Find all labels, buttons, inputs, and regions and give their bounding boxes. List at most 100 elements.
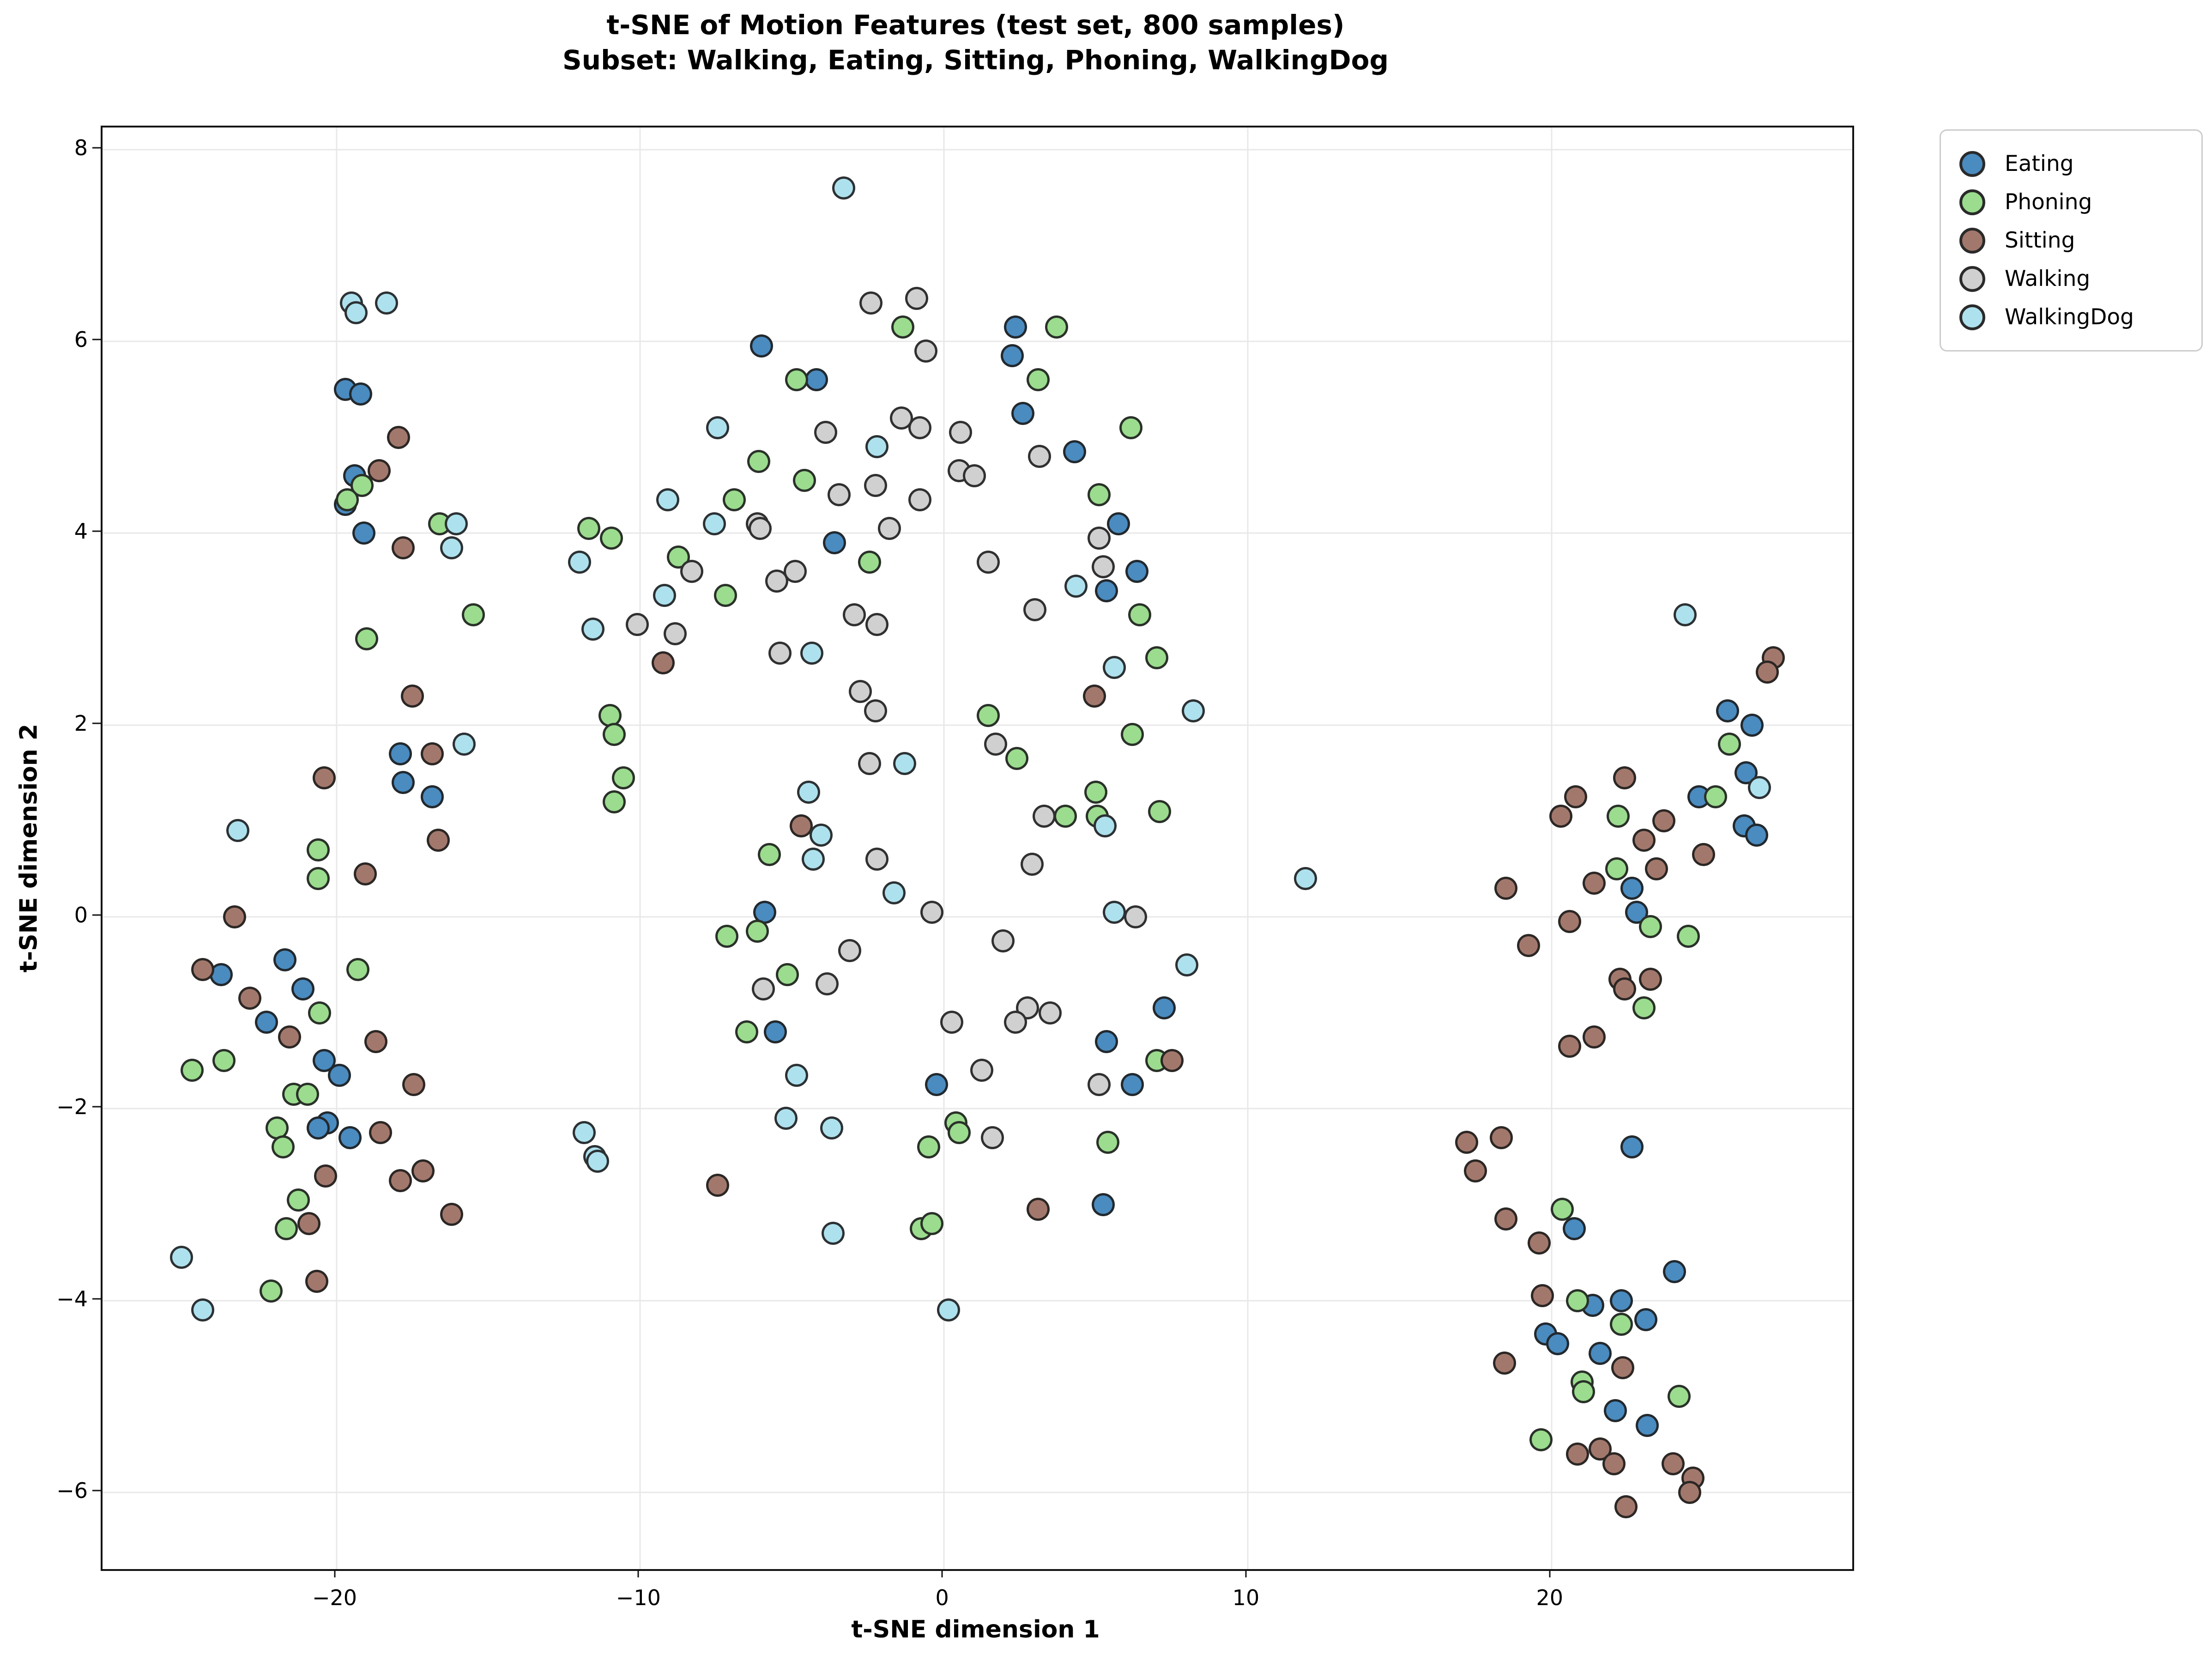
scatter-point-sitting: [1602, 1452, 1626, 1475]
x-tick-mark: [941, 1569, 943, 1577]
scatter-point-eating: [750, 334, 774, 358]
scatter-point-sitting: [297, 1212, 321, 1236]
legend-marker-icon: [1959, 304, 1985, 330]
scatter-point-walking: [914, 339, 937, 363]
scatter-point-eating: [328, 1063, 351, 1087]
scatter-point-sitting: [364, 1030, 388, 1053]
scatter-point-phoning: [1571, 1380, 1595, 1403]
scatter-point-sitting: [191, 958, 215, 982]
scatter-point-eating: [338, 1126, 362, 1149]
scatter-point-phoning: [181, 1059, 204, 1082]
scatter-point-sitting: [426, 828, 450, 852]
scatter-point-phoning: [1045, 315, 1068, 339]
scatter-point-walkingdog: [1674, 603, 1697, 626]
scatter-point-sitting: [1494, 1207, 1518, 1231]
scatter-point-eating: [764, 1020, 787, 1044]
y-gridline: [103, 1300, 1852, 1302]
scatter-point-sitting: [1564, 785, 1588, 809]
scatter-point-walkingdog: [785, 1063, 809, 1087]
x-gridline: [1247, 127, 1249, 1569]
scatter-point-phoning: [1676, 924, 1700, 948]
scatter-point-walkingdog: [882, 881, 906, 905]
scatter-point-walking: [749, 516, 772, 540]
y-tick-mark: [92, 339, 101, 340]
scatter-point-sitting: [1692, 843, 1715, 866]
legend: Eating Phoning Sitting Walking WalkingDog: [1940, 129, 2203, 352]
scatter-point-walking: [1028, 445, 1052, 468]
x-gridline: [1551, 127, 1553, 1569]
scatter-point-walking: [865, 848, 889, 871]
legend-marker-icon: [1959, 227, 1985, 254]
scatter-point-walkingdog: [1102, 656, 1126, 679]
scatter-point-walkingdog: [800, 641, 823, 665]
scatter-point-phoning: [757, 843, 781, 866]
scatter-point-phoning: [1005, 747, 1029, 770]
scatter-point-phoning: [355, 627, 379, 650]
y-tick-mark: [92, 722, 101, 724]
scatter-point-phoning: [1668, 1385, 1691, 1408]
scatter-point-phoning: [603, 723, 626, 746]
scatter-point-sitting: [1528, 1231, 1551, 1255]
scatter-point-walkingdog: [191, 1298, 215, 1322]
scatter-point-phoning: [1704, 785, 1727, 809]
scatter-point-walking: [1039, 1001, 1062, 1025]
scatter-point-sitting: [1464, 1159, 1487, 1183]
scatter-point-phoning: [1027, 368, 1050, 392]
scatter-point-eating: [1125, 560, 1148, 583]
scatter-point-phoning: [307, 838, 330, 861]
scatter-point-walking: [865, 612, 889, 636]
scatter-point-eating: [420, 785, 444, 809]
scatter-point-phoning: [1605, 857, 1629, 881]
scatter-point-walking: [1033, 804, 1056, 828]
x-tick-label: −20: [312, 1585, 357, 1610]
scatter-point-walking: [1003, 1011, 1027, 1034]
scatter-point-sitting: [1160, 1049, 1184, 1073]
scatter-point-walking: [1092, 555, 1115, 579]
scatter-point-sitting: [440, 1202, 464, 1226]
legend-item-label: Phoning: [2005, 189, 2092, 215]
y-gridline: [103, 532, 1852, 534]
scatter-point-sitting: [1644, 857, 1668, 881]
scatter-point-sitting: [1558, 910, 1582, 934]
scatter-point-walking: [783, 560, 807, 583]
scatter-point-eating: [1120, 1073, 1144, 1097]
scatter-point-phoning: [1120, 723, 1144, 746]
scatter-point-eating: [1734, 761, 1758, 785]
scatter-point-sitting: [313, 766, 336, 789]
scatter-point-walking: [849, 679, 872, 703]
scatter-point-eating: [1107, 512, 1130, 535]
scatter-point-sitting: [411, 1159, 435, 1183]
scatter-point-phoning: [1145, 646, 1168, 670]
scatter-point-sitting: [1652, 809, 1676, 833]
scatter-point-walking: [1087, 526, 1111, 550]
scatter-point-sitting: [706, 1174, 730, 1197]
scatter-point-eating: [1620, 1135, 1644, 1159]
plot-area: [101, 126, 1854, 1571]
scatter-point-eating: [307, 1116, 330, 1140]
legend-item-label: WalkingDog: [2005, 304, 2134, 330]
scatter-point-walkingdog: [440, 536, 464, 559]
scatter-point-walking: [877, 516, 901, 540]
scatter-point-eating: [1153, 996, 1176, 1020]
scatter-point-eating: [1001, 344, 1024, 368]
scatter-point-walkingdog: [802, 848, 825, 871]
scatter-point-eating: [1095, 579, 1118, 602]
scatter-point-eating: [1546, 1332, 1569, 1356]
scatter-point-walkingdog: [1093, 814, 1117, 837]
scatter-point-phoning: [599, 526, 623, 550]
scatter-point-eating: [823, 531, 846, 555]
x-tick-mark: [1549, 1569, 1551, 1577]
scatter-point-eating: [1603, 1399, 1627, 1423]
scatter-point-walkingdog: [653, 584, 676, 607]
scatter-point-sitting: [402, 1073, 426, 1097]
x-tick-label: 0: [935, 1585, 949, 1610]
scatter-point-eating: [1635, 1413, 1659, 1437]
scatter-point-walkingdog: [865, 435, 889, 459]
scatter-point-sitting: [1027, 1198, 1050, 1221]
scatter-point-phoning: [792, 469, 816, 492]
x-gridline: [336, 127, 338, 1569]
scatter-point-eating: [1740, 713, 1764, 737]
scatter-point-walkingdog: [809, 824, 833, 847]
scatter-point-phoning: [747, 449, 770, 473]
y-tick-label: −6: [56, 1478, 88, 1503]
